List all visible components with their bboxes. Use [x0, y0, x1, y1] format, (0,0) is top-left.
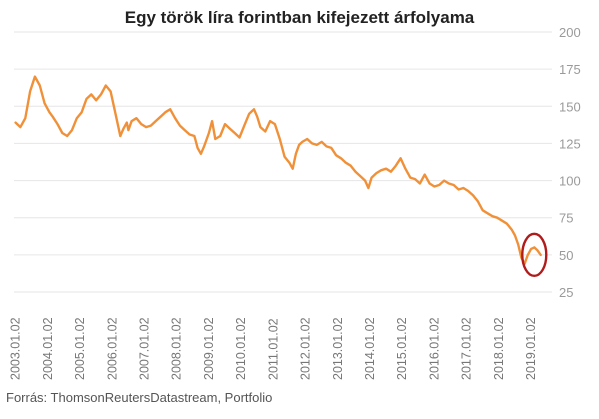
x-tick-label: 2006.01.02 — [105, 317, 119, 380]
x-tick-label: 2016.01.02 — [427, 317, 441, 380]
series-group — [14, 75, 542, 265]
y-tick-label: 175 — [559, 62, 581, 77]
y-tick-label: 150 — [559, 99, 581, 114]
y-tick-label: 200 — [559, 25, 581, 40]
source-note: Forrás: ThomsonReutersDatastream, Portfo… — [6, 390, 273, 405]
y-tick-label: 25 — [559, 285, 573, 300]
x-tick-label: 2013.01.02 — [331, 317, 345, 380]
x-axis-labels: 2003.01.02 2004.01.02 2005.01.02 2006.01.02… — [9, 317, 538, 380]
y-tick-label: 75 — [559, 211, 573, 226]
x-tick-label: 2011.01.02 — [266, 318, 280, 380]
x-tick-label: 2015.01.02 — [395, 317, 409, 380]
x-tick-label: 2005.01.02 — [73, 317, 87, 380]
x-tick-label: 2010.01.02 — [234, 317, 248, 380]
y-tick-label: 125 — [559, 136, 581, 151]
x-tick-label: 2017.01.02 — [460, 317, 474, 380]
x-tick-label: 2009.01.02 — [202, 317, 216, 380]
series-line — [14, 75, 542, 265]
grid-lines — [14, 31, 552, 293]
x-tick-label: 2007.01.02 — [137, 317, 151, 380]
y-tick-label: 100 — [559, 174, 581, 189]
annotation-group — [521, 232, 548, 278]
x-tick-label: 2018.01.02 — [492, 317, 506, 380]
x-tick-label: 2019.01.02 — [524, 317, 538, 380]
x-tick-label: 2003.01.02 — [9, 317, 23, 380]
chart-title: Egy török líra forintban kifejezett árfo… — [124, 8, 475, 27]
x-tick-label: 2014.01.02 — [363, 317, 377, 380]
x-tick-label: 2004.01.02 — [41, 317, 55, 380]
highlight-ellipse — [521, 232, 548, 278]
y-axis-labels: 25 50 75 100 125 150 175 200 — [559, 25, 581, 300]
x-tick-label: 2008.01.02 — [170, 317, 184, 380]
y-tick-label: 50 — [559, 248, 573, 263]
x-tick-label: 2012.01.02 — [299, 317, 313, 380]
